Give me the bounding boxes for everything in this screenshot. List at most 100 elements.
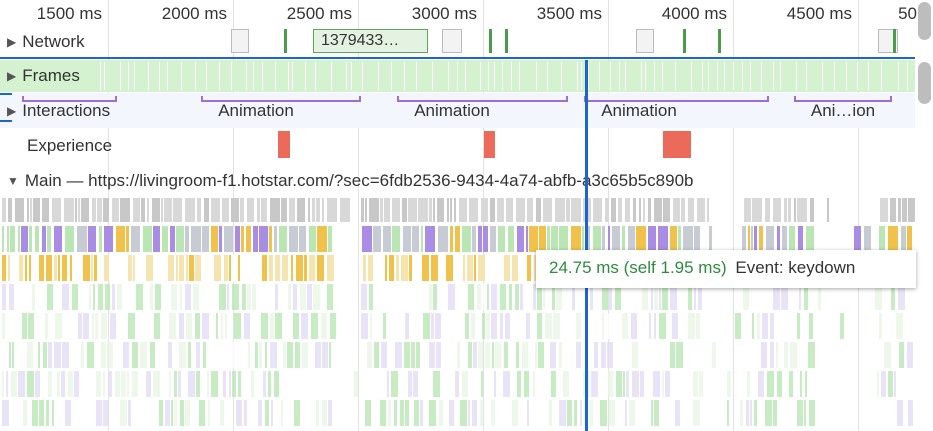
flame-event[interactable]: [654, 198, 662, 222]
flame-event[interactable]: [2, 284, 6, 310]
flame-event[interactable]: [72, 284, 78, 310]
flame-event[interactable]: [12, 342, 14, 368]
flame-event[interactable]: [890, 313, 894, 339]
flame-event[interactable]: [806, 226, 814, 252]
flame-event[interactable]: [599, 371, 601, 397]
flame-event[interactable]: [421, 226, 423, 252]
flame-event[interactable]: [310, 342, 314, 368]
flame-event[interactable]: [640, 342, 644, 368]
experience-track[interactable]: Experience: [0, 128, 915, 163]
flame-event[interactable]: [78, 198, 80, 222]
flame-event[interactable]: [150, 284, 153, 310]
flame-event[interactable]: [383, 226, 391, 252]
flame-event[interactable]: [779, 342, 783, 368]
flame-event[interactable]: [519, 255, 526, 281]
flame-event[interactable]: [412, 226, 419, 252]
flame-event[interactable]: [282, 255, 288, 281]
flame-event[interactable]: [384, 284, 389, 310]
flame-event[interactable]: [289, 198, 295, 222]
flame-event[interactable]: [810, 284, 813, 310]
flame-event[interactable]: [433, 284, 437, 310]
flame-event[interactable]: [420, 400, 423, 426]
flame-event[interactable]: [252, 313, 258, 339]
flame-event[interactable]: [559, 226, 568, 252]
flame-event[interactable]: [404, 342, 410, 368]
flame-event[interactable]: [249, 400, 255, 426]
flame-event[interactable]: [57, 371, 60, 397]
flame-event[interactable]: [329, 342, 331, 368]
flame-event[interactable]: [776, 342, 778, 368]
flame-event[interactable]: [220, 400, 224, 426]
flame-event[interactable]: [696, 313, 700, 339]
flame-event[interactable]: [195, 255, 201, 281]
flame-event[interactable]: [901, 226, 906, 252]
flame-event[interactable]: [780, 313, 785, 339]
flame-event[interactable]: [794, 371, 797, 397]
flame-event[interactable]: [107, 342, 113, 368]
flame-event[interactable]: [328, 400, 332, 426]
flame-event[interactable]: [626, 371, 629, 397]
flame-event[interactable]: [670, 284, 677, 310]
flame-event[interactable]: [269, 255, 273, 281]
flame-event[interactable]: [54, 342, 61, 368]
flame-event[interactable]: [35, 226, 39, 252]
flame-event[interactable]: [908, 400, 913, 426]
flame-event[interactable]: [576, 342, 581, 368]
flame-event[interactable]: [601, 342, 606, 368]
flame-event[interactable]: [253, 226, 258, 252]
flame-event[interactable]: [495, 342, 501, 368]
flame-event[interactable]: [462, 371, 468, 397]
flame-event[interactable]: [255, 342, 258, 368]
flame-event[interactable]: [549, 400, 552, 426]
flame-event[interactable]: [546, 371, 549, 397]
flame-event[interactable]: [16, 400, 18, 426]
flame-event[interactable]: [688, 284, 692, 310]
flame-event[interactable]: [446, 400, 448, 426]
flame-event[interactable]: [367, 342, 372, 368]
flame-event[interactable]: [437, 198, 444, 222]
flame-event[interactable]: [136, 313, 143, 339]
flame-event[interactable]: [103, 400, 109, 426]
flame-event[interactable]: [576, 313, 581, 339]
flame-event[interactable]: [313, 284, 320, 310]
flame-event[interactable]: [242, 284, 246, 310]
flame-event[interactable]: [623, 371, 625, 397]
flame-event[interactable]: [233, 342, 239, 368]
network-request[interactable]: [505, 29, 508, 53]
flame-event[interactable]: [361, 198, 364, 222]
flame-event[interactable]: [133, 255, 135, 281]
flame-event[interactable]: [155, 284, 161, 310]
flame-event[interactable]: [563, 313, 568, 339]
flame-event[interactable]: [391, 371, 398, 397]
flame-event[interactable]: [164, 284, 168, 310]
flame-event[interactable]: [162, 313, 167, 339]
flame-event[interactable]: [694, 226, 700, 252]
flame-event[interactable]: [82, 371, 85, 397]
flame-event[interactable]: [168, 342, 172, 368]
flame-event[interactable]: [698, 284, 702, 310]
flame-event[interactable]: [302, 342, 308, 368]
flame-event[interactable]: [308, 198, 310, 222]
flame-event[interactable]: [447, 371, 454, 397]
flame-event[interactable]: [323, 284, 325, 310]
flame-event[interactable]: [136, 284, 143, 310]
flame-event[interactable]: [590, 284, 593, 310]
flame-event[interactable]: [150, 342, 155, 368]
flame-event[interactable]: [196, 371, 200, 397]
flame-event[interactable]: [405, 400, 409, 426]
flame-event[interactable]: [15, 313, 20, 339]
flame-event[interactable]: [10, 226, 15, 252]
flame-event[interactable]: [49, 313, 52, 339]
flame-event[interactable]: [110, 400, 114, 426]
flame-event[interactable]: [125, 284, 128, 310]
flame-event[interactable]: [270, 198, 280, 222]
flame-event[interactable]: [899, 342, 904, 368]
main-track-header[interactable]: ▼ Main — https://livingroom-f1.hotstar.co…: [7, 171, 694, 191]
flame-event[interactable]: [648, 198, 651, 222]
flame-event[interactable]: [270, 342, 277, 368]
flame-event[interactable]: [400, 400, 404, 426]
flame-event[interactable]: [678, 284, 685, 310]
flame-event[interactable]: [454, 198, 456, 222]
layout-shift-marker[interactable]: [278, 131, 290, 158]
flame-event[interactable]: [773, 400, 777, 426]
